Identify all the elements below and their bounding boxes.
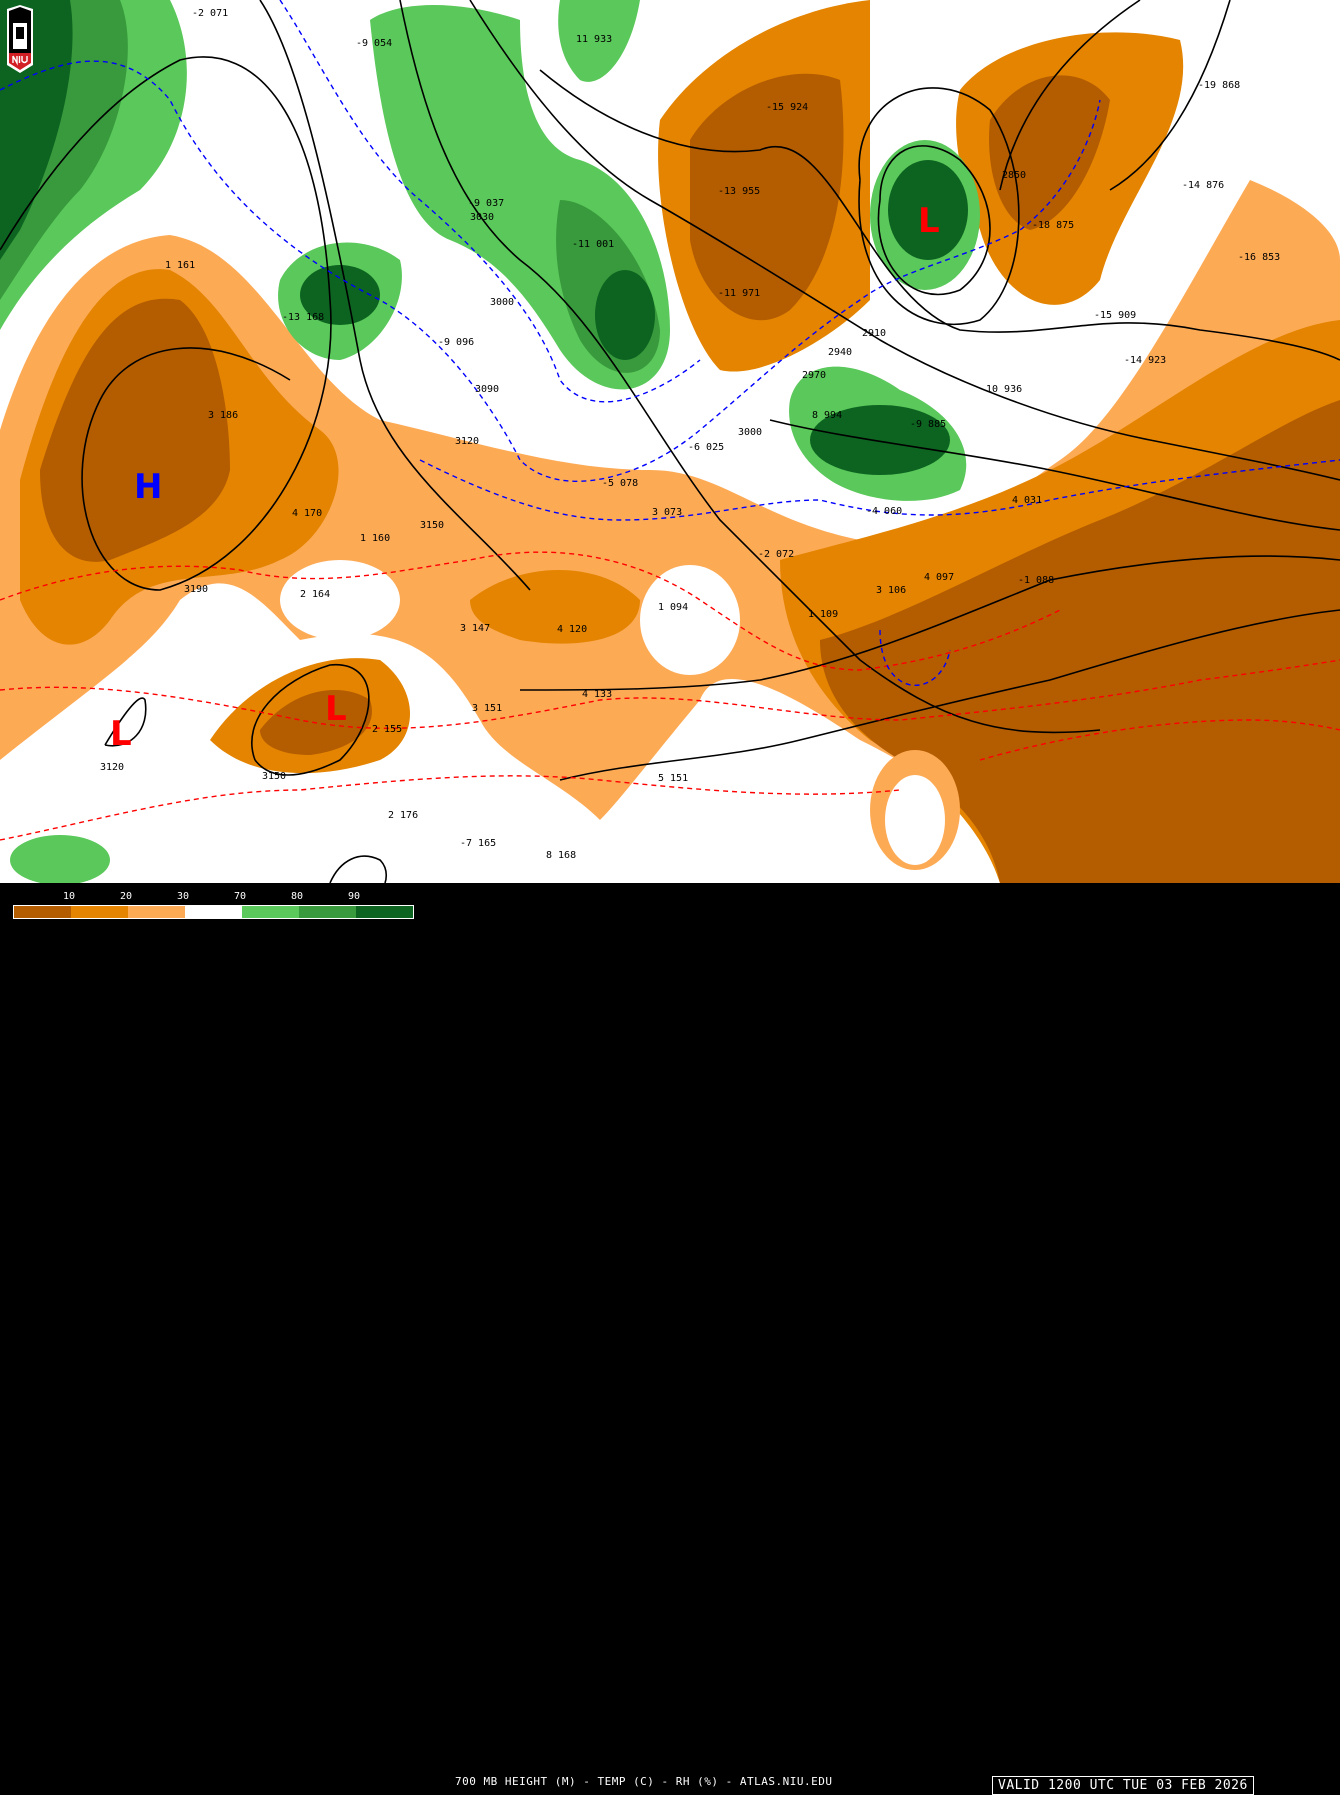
height-label: 3150 <box>262 771 286 782</box>
height-label: 2850 <box>1002 170 1026 181</box>
station-label: -14 876 <box>1182 180 1224 191</box>
niu-logo <box>7 5 33 73</box>
height-label: 2940 <box>828 347 852 358</box>
height-label: 3120 <box>455 436 479 447</box>
driest-region-northeast <box>690 73 844 321</box>
station-label: -2 072 <box>758 549 794 560</box>
station-label: 3 186 <box>208 410 238 421</box>
height-contours <box>0 0 1340 883</box>
moist-region-pacific <box>10 835 110 883</box>
temperature-contours <box>0 0 1340 841</box>
station-label: 1 094 <box>658 602 688 613</box>
height-label: 2970 <box>802 370 826 381</box>
legend-label: 10 <box>63 891 76 902</box>
station-label: -13 168 <box>282 312 324 323</box>
station-label: -9 096 <box>438 337 474 348</box>
low-pressure-marker: L <box>110 714 132 754</box>
station-plots: -9 037 -11 001 -13 955 -15 924 -11 971 -18 87… <box>165 8 1280 861</box>
weather-map: 3030 3000 3090 3120 3150 3190 3150 3000 … <box>0 0 1340 883</box>
height-label: 3000 <box>490 297 514 308</box>
station-label: 2 176 <box>388 810 418 821</box>
legend-swatch <box>185 906 242 918</box>
station-label: -9 885 <box>910 419 946 430</box>
legend-label: 90 <box>348 891 361 902</box>
legend-label: 30 <box>177 891 190 902</box>
station-label: -4 060 <box>866 506 902 517</box>
dry-region-southern-plains <box>470 570 640 644</box>
moist-core-mexico <box>280 560 400 640</box>
map-title: 700 MB HEIGHT (M) - TEMP (C) - RH (%) - … <box>455 1775 833 1788</box>
low-pressure-marker: L <box>918 201 940 241</box>
station-label: 4 170 <box>292 508 322 519</box>
height-label: 3090 <box>475 384 499 395</box>
station-label: 1 160 <box>360 533 390 544</box>
station-label: -11 971 <box>718 288 760 299</box>
legend-swatch <box>299 906 356 918</box>
legend-swatch <box>128 906 185 918</box>
station-label: -9 054 <box>356 38 392 49</box>
station-label: -7 165 <box>460 838 496 849</box>
driest-region-west <box>40 298 230 562</box>
station-label: -15 909 <box>1094 310 1136 321</box>
station-label: -11 001 <box>572 239 614 250</box>
station-label: -18 875 <box>1032 220 1074 231</box>
legend-label: 70 <box>234 891 247 902</box>
height-label: 3120 <box>100 762 124 773</box>
rh-legend-bar <box>13 905 414 919</box>
legend-swatch <box>14 906 71 918</box>
station-label: 1 109 <box>808 609 838 620</box>
station-label: 4 133 <box>582 689 612 700</box>
driest-region-ne-coast <box>989 75 1110 230</box>
legend-label: 80 <box>291 891 304 902</box>
station-label: -16 853 <box>1238 252 1280 263</box>
station-label: -14 923 <box>1124 355 1166 366</box>
map-labels: 3030 3000 3090 3120 3150 3190 3150 3000 … <box>100 170 1026 782</box>
station-label: 4 097 <box>924 572 954 583</box>
moist-region-great-lakes-core <box>888 160 968 260</box>
station-label: 2 164 <box>300 589 330 600</box>
station-label: 3 147 <box>460 623 490 634</box>
height-label: 3190 <box>184 584 208 595</box>
station-label: 8 168 <box>546 850 576 861</box>
driest-region-southeast <box>820 400 1340 883</box>
station-label: -5 078 <box>602 478 638 489</box>
legend-swatch <box>356 906 413 918</box>
moist-region-plains-core <box>595 270 655 360</box>
station-label: 3 106 <box>876 585 906 596</box>
height-label: 2910 <box>862 328 886 339</box>
height-label: 3150 <box>420 520 444 531</box>
moist-region-north <box>558 0 640 82</box>
height-label: 3000 <box>738 427 762 438</box>
high-pressure-marker: H <box>134 467 162 507</box>
moist-region-ohio-core <box>810 405 950 475</box>
station-label: -13 955 <box>718 186 760 197</box>
height-label: 3030 <box>470 212 494 223</box>
station-label: -9 037 <box>468 198 504 209</box>
station-label: 5 151 <box>658 773 688 784</box>
legend-swatch <box>71 906 128 918</box>
station-label: -6 025 <box>688 442 724 453</box>
rh-shading <box>0 0 1340 883</box>
station-label: 2 155 <box>372 724 402 735</box>
moist-core-south-inner <box>885 775 945 865</box>
legend-swatch <box>242 906 299 918</box>
station-label: 10 936 <box>986 384 1022 395</box>
station-label: 1 161 <box>165 260 195 271</box>
station-label: 11 933 <box>576 34 612 45</box>
low-pressure-marker: L <box>325 689 347 729</box>
valid-time: VALID 1200 UTC TUE 03 FEB 2026 <box>992 1776 1254 1795</box>
station-label: -19 868 <box>1198 80 1240 91</box>
station-label: 3 151 <box>472 703 502 714</box>
station-label: -15 924 <box>766 102 808 113</box>
moist-core-texas <box>640 565 740 675</box>
legend-label: 20 <box>120 891 133 902</box>
station-label: 8 994 <box>812 410 842 421</box>
station-label: 3 073 <box>652 507 682 518</box>
station-label: 4 031 <box>1012 495 1042 506</box>
station-label: -1 088 <box>1018 575 1054 586</box>
station-label: 4 120 <box>557 624 587 635</box>
station-label: -2 071 <box>192 8 228 19</box>
moist-region-rockies-core <box>300 265 380 325</box>
